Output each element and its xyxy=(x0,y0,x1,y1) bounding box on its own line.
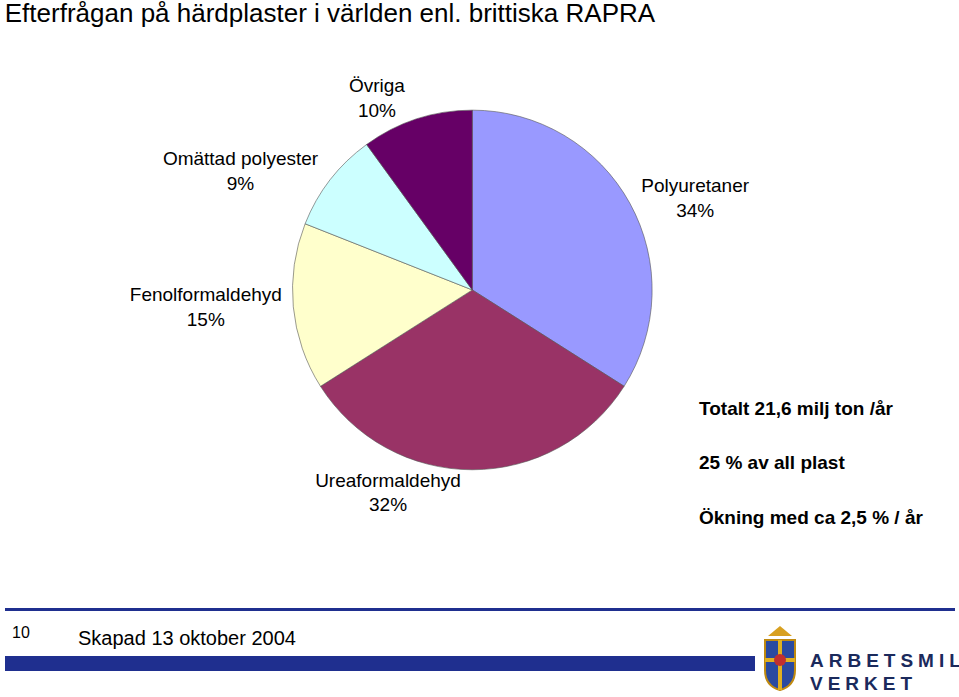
svg-text:Totalt 21,6 milj ton /år: Totalt 21,6 milj ton /år xyxy=(699,398,894,419)
svg-text:Ureaformaldehyd32%: Ureaformaldehyd32% xyxy=(315,470,461,516)
svg-text:Efterfrågan på härdplaster i v: Efterfrågan på härdplaster i världen enl… xyxy=(5,0,656,28)
html-text:10: 10 xyxy=(12,624,30,641)
svg-text:Ökning med ca 2,5 % / år: Ökning med ca 2,5 % / år xyxy=(699,507,923,528)
svg-text:Fenolformaldehyd15%: Fenolformaldehyd15% xyxy=(130,284,282,330)
svg-text:Omättad polyester9%: Omättad polyester9% xyxy=(163,148,319,194)
svg-text:Övriga10%: Övriga10% xyxy=(349,75,405,121)
html-text:VERKET: VERKET xyxy=(810,673,918,694)
html-text:Skapad 13 oktober 2004: Skapad 13 oktober 2004 xyxy=(78,627,296,649)
svg-text:Polyuretaner34%: Polyuretaner34% xyxy=(641,175,749,221)
svg-text:25 % av all plast: 25 % av all plast xyxy=(699,452,845,473)
